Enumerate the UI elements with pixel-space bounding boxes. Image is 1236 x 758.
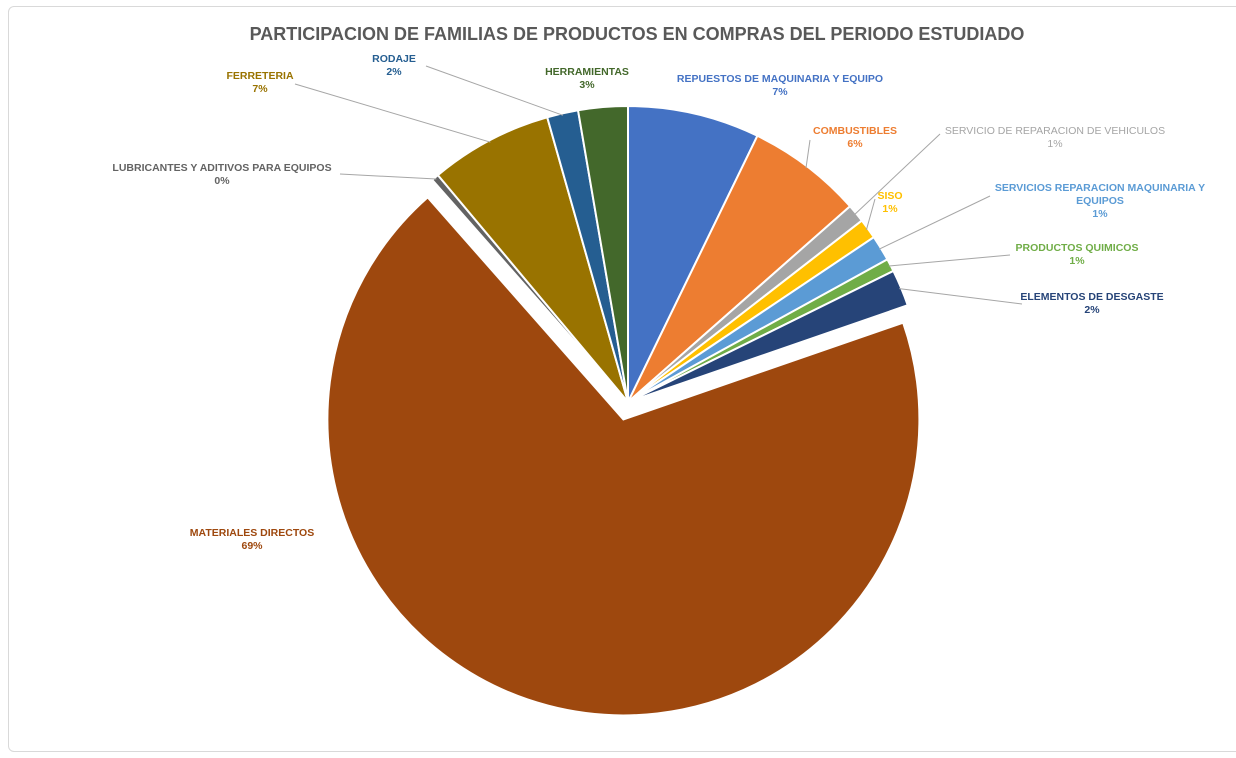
slice-category-label-2: COMBUSTIBLES xyxy=(813,125,897,137)
slice-labels: REPUESTOS DE MAQUINARIA Y EQUIPO7%COMBUS… xyxy=(112,53,1205,552)
leader-line-5 xyxy=(878,195,991,250)
slice-category-label-7: ELEMENTOS DE DESGASTE xyxy=(1020,291,1163,303)
slice-percent-label-3: 1% xyxy=(1047,138,1062,150)
pie-slices xyxy=(326,104,921,717)
slice-category-label-5: EQUIPOS xyxy=(1076,195,1124,207)
slice-category-label-12: HERRAMIENTAS xyxy=(545,66,629,78)
slice-percent-label-7: 2% xyxy=(1084,304,1100,316)
pie-slice-8 xyxy=(326,195,921,717)
leader-line-3 xyxy=(854,133,941,215)
slice-percent-label-12: 3% xyxy=(579,79,595,91)
pie-slice-12 xyxy=(576,104,629,403)
leader-line-9 xyxy=(339,173,437,180)
slice-percent-label-10: 7% xyxy=(252,83,268,95)
slice-percent-label-11: 2% xyxy=(386,66,402,78)
leader-line-6 xyxy=(888,254,1011,267)
chart-title: PARTICIPACION DE FAMILIAS DE PRODUCTOS E… xyxy=(250,24,1025,44)
slice-percent-label-9: 0% xyxy=(214,175,230,187)
slice-category-label-9: LUBRICANTES Y ADITIVOS PARA EQUIPOS xyxy=(112,162,331,174)
slice-category-label-1: REPUESTOS DE MAQUINARIA Y EQUIPO xyxy=(677,73,883,85)
leader-line-11 xyxy=(425,65,564,116)
pie-slice-2 xyxy=(627,134,852,403)
leader-lines xyxy=(294,65,1023,305)
slice-category-label-6: PRODUCTOS QUIMICOS xyxy=(1016,242,1139,254)
slice-percent-label-6: 1% xyxy=(1069,255,1085,267)
slice-percent-label-4: 1% xyxy=(882,203,898,215)
slice-category-label-10: FERRETERIA xyxy=(226,70,294,82)
slice-category-label-3: SERVICIO DE REPARACION DE VEHICULOS xyxy=(945,125,1165,137)
slice-percent-label-5: 1% xyxy=(1092,208,1108,220)
slice-percent-label-1: 7% xyxy=(772,86,788,98)
leader-line-7 xyxy=(899,288,1023,305)
slice-percent-label-2: 6% xyxy=(847,138,863,150)
slice-category-label-11: RODAJE xyxy=(372,53,416,65)
leader-line-4 xyxy=(865,198,876,231)
slice-category-label-5: SERVICIOS REPARACION MAQUINARIA Y xyxy=(995,182,1205,194)
pie-slice-7 xyxy=(627,269,910,403)
slice-category-label-4: SISO xyxy=(877,190,902,202)
slice-percent-label-8: 69% xyxy=(241,540,263,552)
pie-slice-1 xyxy=(627,104,759,403)
leader-line-10 xyxy=(294,83,491,143)
leader-line-2 xyxy=(805,139,811,169)
slice-category-label-8: MATERIALES DIRECTOS xyxy=(190,527,314,539)
pie-slice-10 xyxy=(436,116,629,403)
